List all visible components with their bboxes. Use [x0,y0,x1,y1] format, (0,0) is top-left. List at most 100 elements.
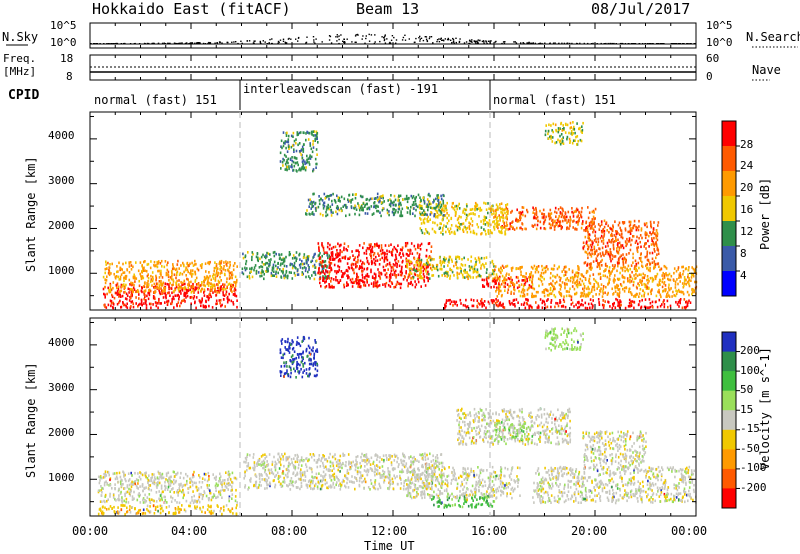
nsky-point [355,41,357,43]
nsky-point [604,43,606,45]
velocity-echo-region [494,421,534,442]
nsky-point [428,37,431,40]
nsky-point [401,39,404,41]
nsky-point [246,40,248,42]
velocity-cbar-tick-4: -15 [740,422,760,435]
nsky-point [587,42,589,45]
nsky-point [391,35,394,37]
power-heatmap [102,121,698,310]
velocity-ytick-2000: 2000 [48,426,75,439]
nsky-point [94,43,96,45]
velocity-echo-region [406,465,521,500]
nsky-point [355,34,357,36]
nsky-point [471,41,473,43]
xtick-1600: 16:00 [471,524,508,538]
nsky-point [163,42,165,44]
nsky-point [452,37,454,40]
nsky-point [343,41,345,43]
nsky-point [161,42,164,45]
nsky-point [632,43,634,45]
nsky-point [442,39,445,41]
nsky-point [552,42,555,44]
nsky-point [404,39,407,41]
nsky-point [485,40,487,42]
nsky-point [393,36,395,39]
velocity-echo-region [544,327,584,352]
velocity-cbar-tick-0: 200 [740,344,760,357]
nsky-point [425,36,428,38]
nsky-point [633,43,635,45]
nsky-point [592,42,594,45]
colorbar-swatch [722,121,736,147]
nsky-point [530,42,532,44]
nsky-point [167,42,169,45]
nsky-point [630,43,633,45]
nsky-point [452,40,455,42]
nsky-point [226,41,228,44]
nsky-point [181,42,183,45]
nsky-point [196,42,199,45]
nsky-point [379,40,381,43]
cpid-label: CPID [8,88,40,103]
nsky-point [420,37,423,39]
nsky-point [677,43,679,45]
nsky-point [144,43,146,45]
nsky-point [384,35,386,37]
nsky-point [489,40,491,42]
nsky-point [383,38,386,40]
nsky-point [520,42,522,44]
nsky-point [422,39,425,42]
nsky-point [199,42,201,44]
nsky-point [679,43,681,45]
nsky-point [531,42,533,45]
nsky-point [682,43,685,45]
nsky-point [419,40,421,42]
nsky-point [539,42,541,44]
nsky-point [152,42,154,45]
xaxis-label: Time UT [364,539,415,553]
velocity-echo-region [279,335,319,379]
colorbar-swatch [722,332,736,353]
nsky-point [644,43,646,45]
nsky-point [216,42,218,44]
nsky-point [164,43,167,45]
nsky-point [287,38,290,40]
nsky-point [343,43,346,45]
power-echo-region [444,297,692,310]
nsky-point [268,42,270,44]
nsky-point [277,42,279,44]
velocity-echo-region [532,465,697,505]
nsky-point [373,42,376,45]
nsky-point [297,37,300,39]
nsky-point [112,43,114,45]
nsky-point [351,41,353,43]
nsky-point [368,40,371,42]
power-cbar-tick-5: 8 [740,247,747,260]
nsky-point [195,42,198,44]
nsky-point [528,41,530,44]
nsky-point [279,39,282,41]
nsky-point [425,38,428,40]
nsky-point [549,42,551,45]
nsky-point [336,36,339,38]
nave-right-tick-bottom: 0 [706,70,713,83]
cpid-segment-3: normal (fast) 151 [493,93,616,107]
nsky-point [514,41,516,43]
nsky-point [290,38,292,40]
nsky-point [259,41,262,44]
nsky-point [571,42,573,45]
xtick-2400: 00:00 [671,524,708,538]
nsky-point [627,43,630,45]
velocity-cbar-tick-1: 100 [740,364,760,377]
nsky-point [622,43,624,45]
nsky-point [649,43,651,45]
nsky-point [138,43,141,45]
nsky-point [381,36,383,38]
nsky-point [368,33,370,36]
nsky-point [233,41,235,43]
nsky-point [436,40,438,43]
nsky-point [561,42,563,44]
nsky-point [558,42,560,45]
y-axis-ticks [90,115,696,503]
nsky-point [364,42,366,44]
